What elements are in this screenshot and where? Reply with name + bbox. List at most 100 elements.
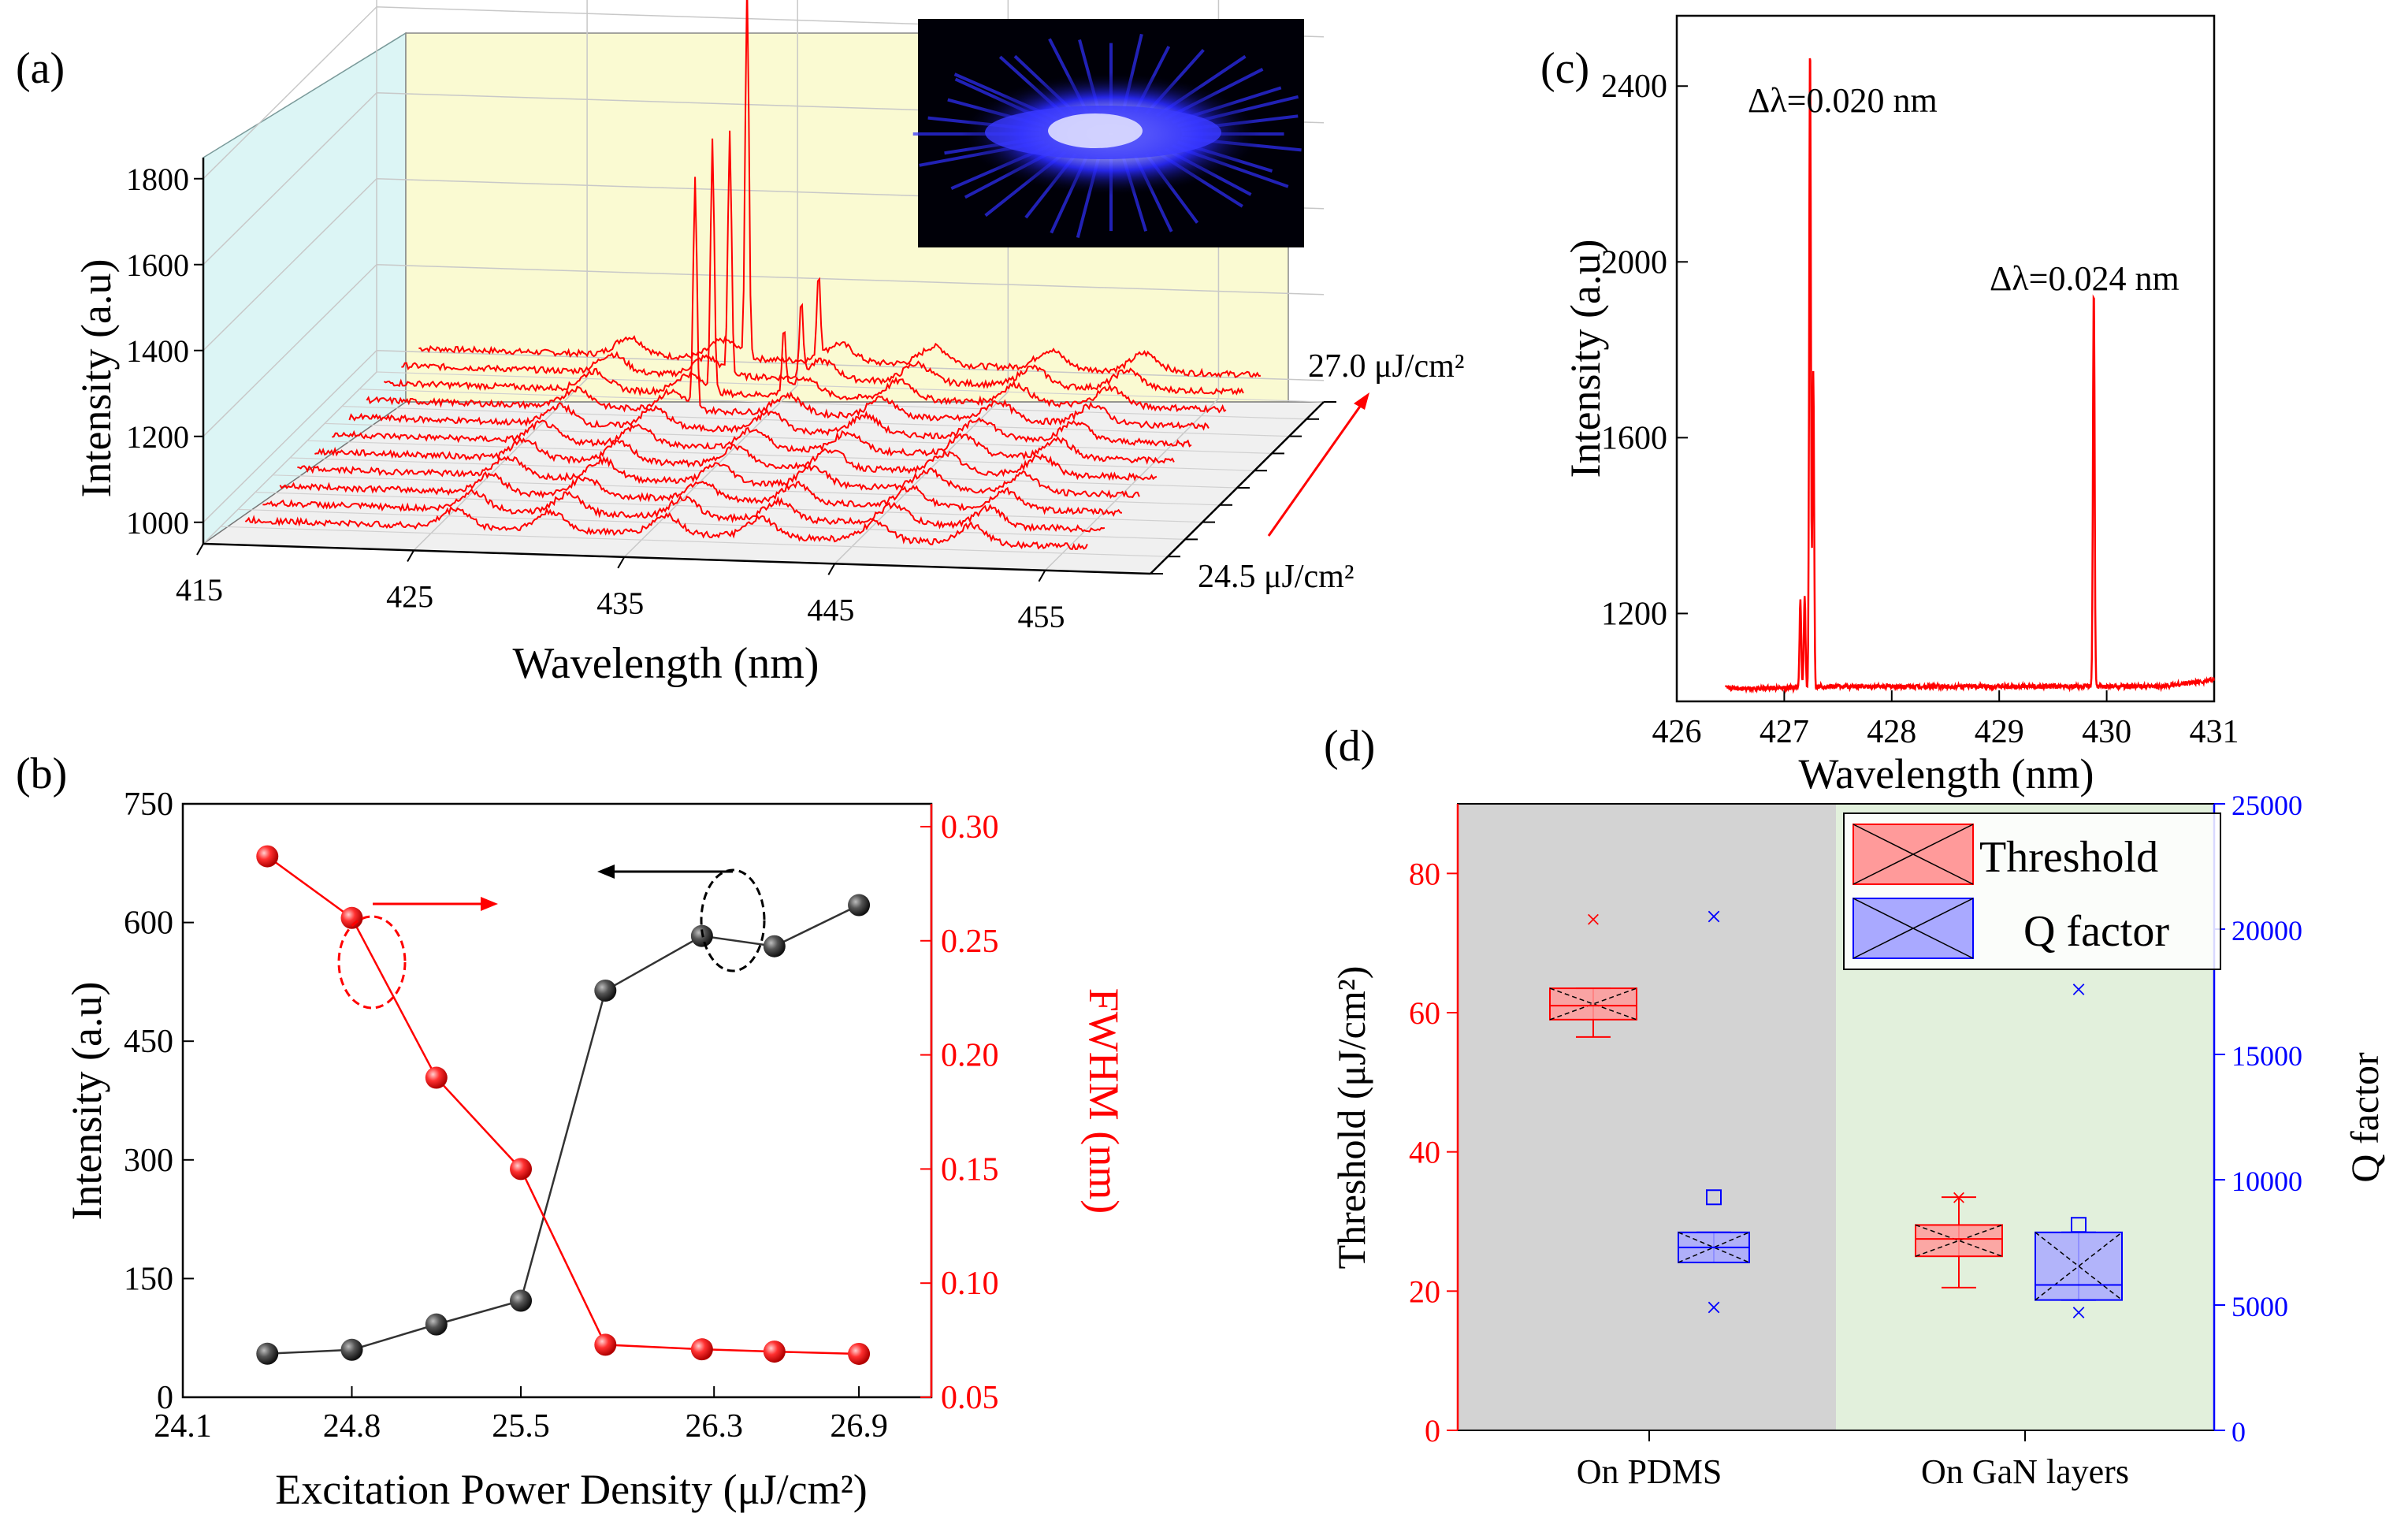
- x-tick-label: 428: [1867, 714, 1916, 750]
- x-tick-label: 435: [596, 586, 644, 621]
- y-left-tick-label: 0: [157, 1380, 173, 1416]
- y-tick-label: 2000: [1601, 244, 1667, 281]
- gridline-depth: [324, 422, 1273, 454]
- spectrum-line-8: [383, 138, 1227, 414]
- x-tick-label: 430: [2082, 714, 2131, 750]
- data-point-left: [425, 1313, 448, 1336]
- x-tick-label: 24.1: [154, 1408, 212, 1445]
- data-point-right: [848, 1342, 871, 1365]
- spectrum-line-0: [244, 505, 1088, 551]
- x-tick-mark: [1038, 570, 1046, 582]
- gridline-depth: [255, 492, 1203, 523]
- x-tick-mark: [827, 563, 836, 575]
- gridline-depth: [289, 457, 1238, 489]
- spectrum-line-7: [366, 177, 1210, 431]
- spectrum-line-10: [418, 0, 1262, 378]
- y-right-tick-label: 0.20: [941, 1038, 999, 1074]
- data-point-right: [425, 1066, 448, 1089]
- Q factor-min-marker: ×: [1706, 1292, 1722, 1323]
- y-right-tick-label: 0.15: [941, 1151, 999, 1188]
- x-tick-label: 24.8: [323, 1408, 381, 1445]
- panel-a-y-ticks: 1000 1200 1400 1600 1800: [126, 162, 203, 541]
- y-right-tick-label: 10000: [2231, 1166, 2302, 1197]
- series-line-left: [267, 904, 860, 1355]
- x-tick-label: 25.5: [492, 1408, 550, 1445]
- series-line-right: [266, 855, 860, 1355]
- legend-threshold-swatch: [1852, 824, 1974, 885]
- panel-b-y-left-label: Intensity (a.u): [63, 982, 110, 1221]
- x-tick-label: 431: [2190, 714, 2239, 750]
- x-tick-label: 426: [1652, 714, 1702, 750]
- legend-threshold-label: Threshold: [1979, 833, 2158, 882]
- data-point-right: [763, 1340, 786, 1363]
- panel-c-x-label: Wavelength (nm): [1798, 750, 2094, 798]
- gridline-depth: [359, 389, 1307, 420]
- gridline-depth: [376, 371, 1325, 403]
- Threshold-outlier-marker: ×: [1585, 905, 1600, 935]
- gridline-y-1200: [203, 263, 1325, 437]
- y-right-tick-label: 0.05: [941, 1380, 999, 1416]
- panel-d-boxes: × × × × × ×: [1549, 901, 2123, 1329]
- data-point-left: [594, 979, 617, 1002]
- panel-a-inset-image: [912, 19, 1304, 247]
- panel-b-label: (b): [16, 749, 67, 798]
- panel-b-y-right-label: FWHM (nm): [1080, 988, 1128, 1214]
- panel-b-fwhm-circle: [337, 915, 407, 1010]
- gridline-depth: [341, 406, 1290, 437]
- y-right-tick-label: 0.25: [941, 924, 999, 960]
- x-tick-label: 445: [807, 592, 854, 627]
- panel-a: (a) 1000 1200 1400 1600 1800 415 425 435 445 455…: [16, 0, 1464, 688]
- y-left-tick-label: 450: [124, 1024, 173, 1060]
- Q factor-box-diagonal: [2035, 1232, 2123, 1301]
- x-tick-label: 429: [1975, 714, 2024, 750]
- y-left-tick-label: 40: [1409, 1135, 1440, 1170]
- panel-b: (b) 24.1 24.8 25.5 26.3 26.9 0 150 300 450 600 750…: [16, 749, 1128, 1513]
- Q factor-mean-marker: [2071, 1217, 2087, 1233]
- panel-a-x-label: Wavelength (nm): [513, 639, 819, 688]
- panel-d: (d) 0 20 40 60 80 0 5000 10000 15000 20000 25000 ×…: [1324, 722, 2387, 1491]
- Q factor-box-diagonal: [1678, 1232, 1750, 1263]
- x-tick-mark: [407, 549, 414, 562]
- data-point-right: [256, 845, 279, 868]
- panel-a-arrow-head-icon: [1354, 392, 1369, 410]
- spectrum-line-5: [332, 419, 1175, 465]
- panel-b-frame: [181, 802, 933, 1399]
- y-tick-label: 1000: [126, 505, 189, 541]
- panel-c-y-label: Intensity (a.u): [1562, 240, 1609, 478]
- x-tick-label: 427: [1760, 714, 1809, 750]
- Threshold-box: [1549, 987, 1637, 1021]
- data-point-left: [763, 935, 786, 958]
- gridline-depth: [272, 474, 1221, 506]
- panel-c-frame: [1675, 14, 2216, 703]
- gridline-depth: [307, 440, 1255, 471]
- panel-d-category-1: On PDMS: [1577, 1452, 1722, 1491]
- y-left-tick-label: 750: [124, 786, 173, 823]
- Q factor-box-diagonal: [2035, 1232, 2123, 1301]
- panel-c-spectrum-line: [1724, 58, 2215, 694]
- panel-d-y-right-label: Q factor: [2343, 1052, 2387, 1183]
- panel-d-legend: Threshold Q factor: [1843, 812, 2221, 970]
- panel-d-label: (d): [1324, 722, 1375, 771]
- panel-c-annotation-2: Δλ=0.024 nm: [1990, 259, 2179, 298]
- panel-a-depth-ticks: [1150, 401, 1336, 574]
- y-tick-label: 1600: [1601, 420, 1667, 456]
- y-tick-label: 1600: [126, 247, 189, 283]
- data-point-left: [510, 1289, 533, 1312]
- panel-c-annotation-1: Δλ=0.020 nm: [1748, 81, 1938, 120]
- spectrum-line-1: [262, 488, 1106, 533]
- gridline-depth: [237, 508, 1186, 540]
- y-tick-label: 1800: [126, 162, 189, 197]
- data-point-right: [510, 1158, 533, 1181]
- y-tick-label: 2400: [1601, 69, 1667, 105]
- x-tick-mark: [617, 556, 626, 569]
- spectrum-line-9: [401, 130, 1244, 396]
- x-tick-label: 26.3: [685, 1408, 743, 1445]
- panel-b-right-arrow-head-icon: [481, 897, 498, 911]
- panel-c-label: (c): [1540, 44, 1589, 93]
- spectrum-line-3: [297, 455, 1140, 500]
- panel-a-x-ticks: 415 425 435 445 455: [176, 543, 1065, 634]
- panel-a-label: (a): [16, 44, 65, 93]
- y-right-tick-label: 0.30: [941, 809, 999, 846]
- panel-c: (c) 426 427 428 429 430 431 1200 1600 2000 2400 Δ…: [1540, 14, 2239, 798]
- y-right-tick-label: 20000: [2231, 915, 2302, 946]
